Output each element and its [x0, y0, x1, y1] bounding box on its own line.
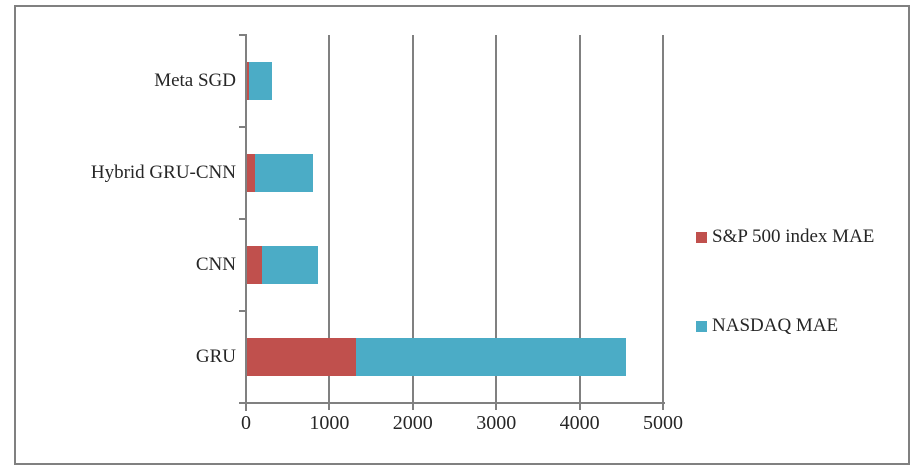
bar-segment-sp500 [247, 62, 250, 100]
bar-segment-nasdaq [255, 154, 313, 192]
bar-segment-nasdaq [262, 246, 318, 284]
category-label: Hybrid GRU-CNN [90, 162, 236, 183]
x-axis-tick [495, 403, 498, 410]
x-axis-tick [662, 403, 664, 410]
bar-segment-sp500 [247, 154, 256, 192]
x-axis-tick [245, 403, 247, 410]
y-axis-tick [239, 126, 247, 128]
x-axis-line [239, 402, 665, 404]
category-label: Meta SGD [154, 70, 236, 91]
x-tick-label: 1000 [309, 412, 350, 434]
y-axis-line [245, 35, 247, 411]
chart-frame [14, 5, 910, 465]
gridline [578, 35, 581, 403]
x-axis-tick [578, 403, 581, 410]
bar-segment-sp500 [247, 246, 262, 284]
y-axis-tick [239, 310, 247, 312]
x-tick-label: 4000 [559, 412, 600, 434]
category-label: CNN [195, 254, 236, 275]
gridline [411, 35, 414, 403]
bar-segment-nasdaq [249, 62, 272, 100]
bar-segment-nasdaq [356, 338, 626, 376]
x-tick-label: 5000 [643, 412, 683, 434]
x-axis-tick [328, 403, 331, 410]
y-axis-tick [239, 218, 247, 220]
x-axis-tick [411, 403, 414, 410]
x-tick-label: 2000 [392, 412, 433, 434]
x-tick-label: 0 [241, 412, 251, 434]
gridline [662, 35, 664, 403]
y-axis-tick [239, 34, 247, 36]
gridline [495, 35, 498, 403]
x-tick-label: 3000 [476, 412, 517, 434]
bar-segment-sp500 [247, 338, 357, 376]
category-label: GRU [195, 346, 236, 367]
y-axis-tick [239, 402, 247, 404]
gridline [328, 35, 331, 403]
